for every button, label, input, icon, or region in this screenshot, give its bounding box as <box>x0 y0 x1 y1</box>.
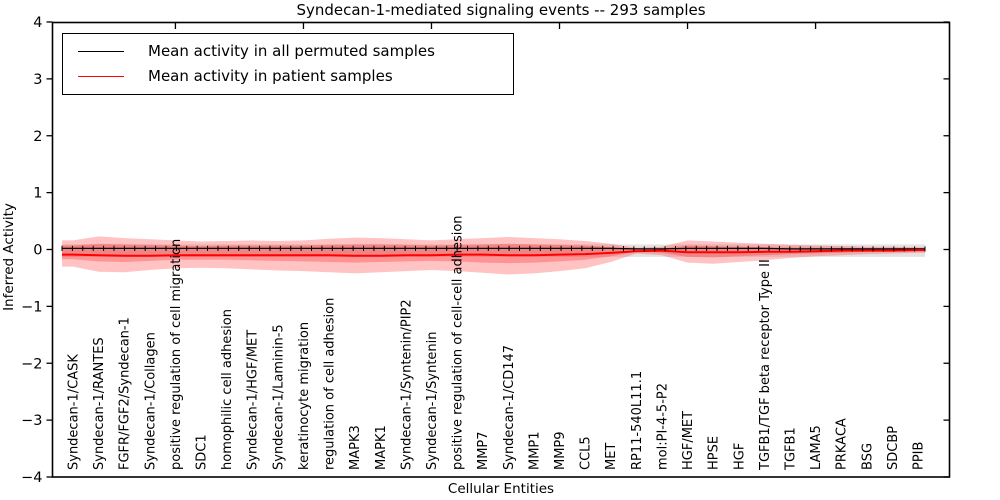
x-category-label: mol:PI-4-5-P2 <box>655 383 670 470</box>
y-tick-label: −4 <box>21 470 42 486</box>
x-category-label: MMP1 <box>527 431 542 470</box>
x-category-label: Syndecan-1/CASK <box>67 354 82 470</box>
x-category-label: MMP7 <box>476 431 491 470</box>
x-category-label: HGF/MET <box>681 411 696 470</box>
y-axis-label: Inferred Activity <box>1 203 17 311</box>
x-category-label: homophilic cell adhesion <box>220 309 235 470</box>
x-category-label: MAPK1 <box>374 425 389 470</box>
x-category-label: BSG <box>860 443 875 470</box>
x-category-label: Syndecan-1/CD147 <box>502 345 517 470</box>
x-axis-label: Cellular Entities <box>447 481 555 497</box>
x-category-label: MET <box>604 443 619 470</box>
x-category-label: positive regulation of cell-cell adhesio… <box>451 215 466 470</box>
y-tick-label: 0 <box>33 243 42 259</box>
series-line-permuted <box>62 247 925 250</box>
legend-item-patient: Mean activity in patient samples <box>63 69 513 84</box>
legend: Mean activity in all permuted samples Me… <box>62 33 514 95</box>
x-category-label: TGFB1/TGF beta receptor Type II <box>758 259 773 471</box>
x-category-label: PPIB <box>912 442 927 470</box>
x-category-label: Syndecan-1/RANTES <box>92 337 107 470</box>
series-line-patient <box>62 249 925 257</box>
x-category-label: HPSE <box>707 436 722 470</box>
y-tick-label: 3 <box>33 72 42 88</box>
x-category-label: HGF <box>732 443 747 470</box>
x-category-label: LAMA5 <box>809 425 824 470</box>
y-tick-label: −2 <box>21 356 42 372</box>
x-category-label: Syndecan-1/Laminin-5 <box>271 324 286 470</box>
x-category-label: Syndecan-1/Collagen <box>143 332 158 470</box>
legend-item-permuted: Mean activity in all permuted samples <box>63 44 513 59</box>
legend-line-patient <box>78 76 124 77</box>
legend-label-patient: Mean activity in patient samples <box>148 67 393 85</box>
x-category-label: Syndecan-1/Syntenin <box>425 332 440 471</box>
y-tick-label: 2 <box>33 129 42 145</box>
y-tick-label: −3 <box>21 413 42 429</box>
chart-title: Syndecan-1-mediated signaling events -- … <box>296 1 706 19</box>
x-category-label: TGFB1 <box>784 427 799 471</box>
x-category-label: MAPK3 <box>348 425 363 470</box>
legend-label-permuted: Mean activity in all permuted samples <box>148 42 435 60</box>
x-category-label: regulation of cell adhesion <box>323 298 338 470</box>
permuted-samples-std-band <box>62 244 925 257</box>
x-category-label: FGFR/FGF2/Syndecan-1 <box>118 317 133 470</box>
x-category-label: PRKACA <box>835 418 850 470</box>
x-category-label: RP11-540L11.1 <box>630 371 645 470</box>
x-category-label: SDC1 <box>195 434 210 470</box>
x-category-label: Syndecan-1/Syntenin/PIP2 <box>399 299 414 470</box>
x-category-label: positive regulation of cell migration <box>169 239 184 470</box>
x-category-label: MMP9 <box>553 431 568 470</box>
legend-line-permuted <box>78 51 124 52</box>
y-tick-label: −1 <box>21 299 42 315</box>
x-category-label: keratinocyte migration <box>297 322 312 470</box>
y-tick-label: 4 <box>33 15 42 31</box>
y-tick-label: 1 <box>33 186 42 202</box>
x-category-label: CCL5 <box>579 436 594 470</box>
x-category-label: Syndecan-1/HGF/MET <box>246 330 261 470</box>
x-category-label: SDCBP <box>886 426 901 470</box>
